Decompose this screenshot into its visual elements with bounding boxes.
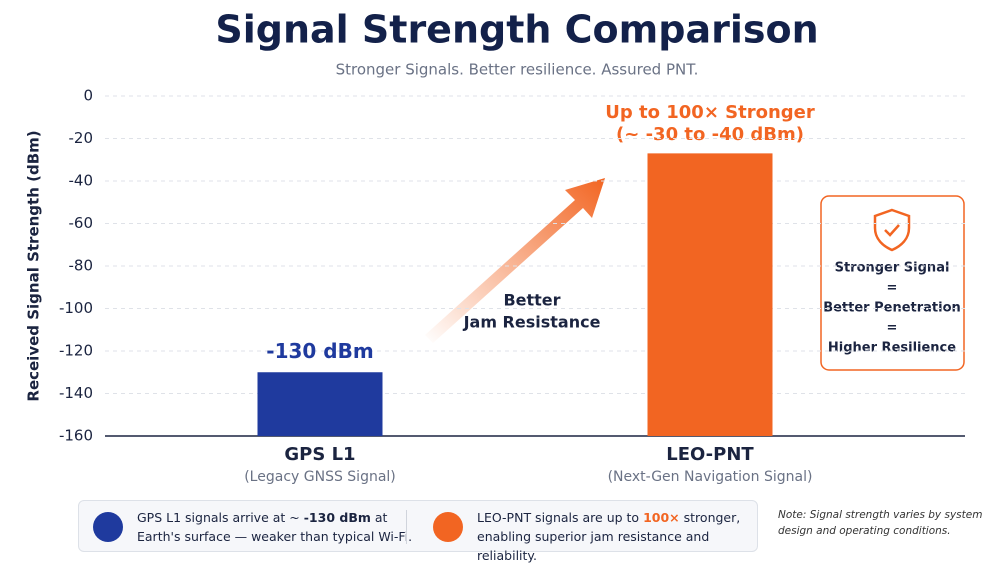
x-tick-label: LEO-PNT	[666, 444, 754, 465]
chart-title: Signal Strength Comparison	[215, 8, 818, 52]
side-box-text: =	[887, 321, 898, 336]
check-icon	[884, 224, 900, 237]
y-tick-label: -20	[69, 129, 94, 147]
note-text: GPS L1 signals arrive at ~	[137, 510, 300, 525]
shield-icon	[873, 208, 911, 252]
arrow	[425, 178, 605, 343]
note-text: Earth's surface — weaker than typical Wi…	[137, 529, 413, 544]
bar	[647, 153, 773, 436]
note-highlight: -130 dBm	[303, 510, 371, 525]
note-text: at	[374, 510, 388, 525]
side-text: Stronger Signal=Better Penetration=Highe…	[823, 261, 961, 356]
side-box-text: Stronger Signal	[835, 261, 950, 276]
note-text: enabling superior jam resistance and rel…	[477, 529, 710, 563]
disclaimer-text: Note: Signal strength varies by system	[778, 509, 983, 521]
note-text: stronger,	[683, 510, 741, 525]
y-tick-label: -100	[59, 299, 93, 317]
y-tick-label: 0	[83, 87, 93, 105]
y-tick-label: -80	[69, 257, 94, 275]
leo-icon	[433, 512, 463, 542]
chart-subtitle: Stronger Signals. Better resilience. Ass…	[336, 61, 699, 79]
side-box	[820, 195, 965, 371]
leo-note: LEO-PNT signals are up to 100× stronger,…	[477, 508, 757, 565]
note-highlight: 100×	[643, 510, 680, 525]
bar	[257, 372, 383, 436]
value-label: -130 dBm	[266, 339, 373, 363]
arrow-label: Better	[503, 291, 560, 310]
side-box-text: =	[887, 281, 898, 296]
y-tick-label: -60	[69, 214, 94, 232]
plot: 0 -20 -40 -60 -80 -100 -120 -140 -160 GPS L1 (Lega…	[59, 87, 965, 485]
disclaimer: Note: Signal strength varies by system de…	[778, 507, 982, 539]
arrow-label: Jam Resistance	[463, 313, 601, 332]
disclaimer-text: design and operating conditions.	[778, 525, 951, 537]
note-text: LEO-PNT signals are up to	[477, 510, 640, 525]
y-axis-label: Received Signal Strength (dBm)	[25, 130, 43, 401]
gps-icon	[93, 512, 123, 542]
y-tick-label: -160	[59, 427, 93, 445]
category-subtitle: (Legacy GNSS Signal)	[244, 469, 396, 485]
x-tick-label: GPS L1	[284, 444, 355, 465]
footer-box: GPS L1 signals arrive at ~ -130 dBm at Ea…	[78, 500, 758, 563]
callout: (~ -30 to -40 dBm)	[616, 124, 804, 145]
y-tick-label: -140	[59, 384, 93, 402]
callout: Up to 100× Stronger	[605, 102, 815, 123]
divider	[406, 510, 407, 544]
gps-note: GPS L1 signals arrive at ~ -130 dBm at Ea…	[137, 508, 412, 546]
y-tick-label: -120	[59, 342, 93, 360]
y-tick-label: -40	[69, 172, 94, 190]
side-box-text: Higher Resilience	[828, 341, 956, 356]
category-subtitle: (Next-Gen Navigation Signal)	[608, 469, 813, 485]
